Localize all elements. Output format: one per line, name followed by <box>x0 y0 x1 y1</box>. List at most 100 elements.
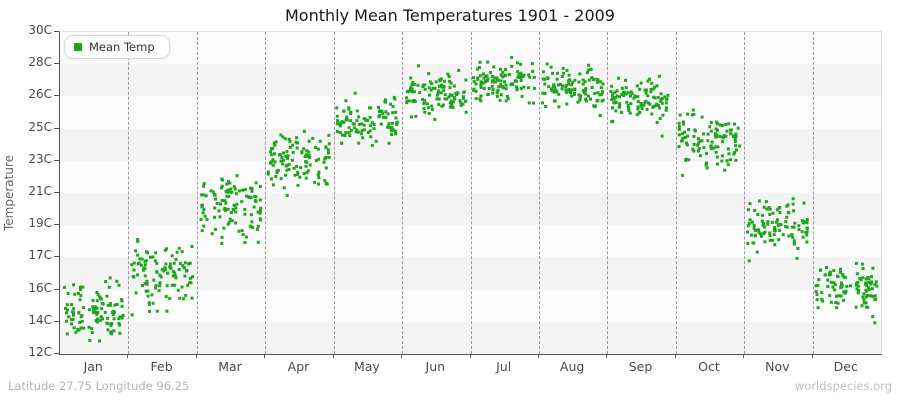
data-point <box>681 173 685 177</box>
data-point <box>273 143 277 147</box>
data-point <box>785 225 789 229</box>
data-point <box>635 113 639 117</box>
data-point <box>805 233 809 237</box>
data-point <box>474 82 478 86</box>
x-tick-mark <box>264 354 265 358</box>
data-point <box>479 83 483 87</box>
data-point <box>653 85 657 89</box>
data-point <box>335 114 339 118</box>
data-point <box>747 222 751 225</box>
data-point <box>378 114 382 118</box>
data-point <box>864 301 868 305</box>
data-point <box>795 256 799 260</box>
data-point <box>693 129 697 133</box>
month-boundary-gridline <box>675 32 677 354</box>
data-point <box>871 266 875 270</box>
data-point <box>820 297 824 301</box>
data-point <box>368 115 372 119</box>
data-point <box>652 95 656 99</box>
data-point <box>723 168 727 172</box>
data-point <box>421 85 425 89</box>
data-point <box>598 114 602 117</box>
data-point <box>308 155 311 159</box>
x-month-label: Feb <box>150 359 173 374</box>
data-point <box>790 225 794 229</box>
data-point <box>612 101 616 105</box>
data-point <box>225 194 229 198</box>
data-point <box>100 301 104 305</box>
data-point <box>586 94 590 98</box>
data-point <box>118 323 122 327</box>
data-point <box>562 71 566 75</box>
data-point <box>111 313 115 316</box>
data-point <box>283 137 287 141</box>
data-point <box>188 261 192 265</box>
data-point <box>439 91 443 95</box>
data-point <box>630 92 634 96</box>
data-point <box>228 181 232 185</box>
data-point <box>147 301 151 305</box>
data-point <box>79 326 83 330</box>
data-point <box>797 224 801 228</box>
data-point <box>317 182 321 186</box>
data-point <box>543 82 547 86</box>
data-point <box>748 202 752 206</box>
data-point <box>266 170 270 174</box>
data-point <box>772 233 776 237</box>
data-point <box>377 105 380 109</box>
data-point <box>709 129 713 133</box>
data-point <box>287 162 291 166</box>
data-point <box>792 239 796 243</box>
data-point <box>617 76 621 80</box>
data-point <box>256 227 259 231</box>
data-point <box>627 106 631 110</box>
data-point <box>564 85 568 89</box>
data-point <box>405 101 409 105</box>
data-point <box>527 101 531 105</box>
data-point <box>728 128 732 132</box>
legend[interactable]: Mean Temp <box>64 35 170 59</box>
data-point <box>771 211 775 215</box>
data-point <box>589 97 592 101</box>
data-point <box>610 98 614 101</box>
data-point <box>305 171 309 175</box>
month-boundary-gridline <box>812 32 814 354</box>
data-point <box>150 293 154 297</box>
data-point <box>867 281 871 284</box>
data-point <box>839 294 843 298</box>
data-point <box>296 172 300 176</box>
data-point <box>871 294 875 298</box>
data-point <box>504 83 508 87</box>
data-point <box>854 261 858 265</box>
data-point <box>389 102 392 106</box>
data-point <box>117 283 121 287</box>
data-point <box>160 268 164 272</box>
data-point <box>576 100 580 104</box>
data-point <box>227 194 231 198</box>
data-point <box>227 190 231 194</box>
data-point <box>77 328 81 332</box>
data-point <box>115 302 119 306</box>
data-point <box>636 100 640 104</box>
data-point <box>755 250 759 254</box>
data-point <box>773 243 777 247</box>
data-point <box>386 112 390 116</box>
data-point <box>510 64 514 68</box>
data-point <box>823 273 827 277</box>
data-point <box>442 85 446 89</box>
data-point <box>495 94 499 98</box>
x-tick-mark <box>538 354 539 358</box>
data-point <box>347 107 351 111</box>
data-point <box>499 93 503 97</box>
data-point <box>867 286 871 290</box>
x-tick-mark <box>401 354 402 358</box>
data-point <box>747 259 751 263</box>
data-point <box>494 80 498 84</box>
data-point <box>120 316 124 320</box>
data-point <box>691 108 695 112</box>
data-point <box>564 88 568 92</box>
data-point <box>369 135 373 139</box>
data-point <box>453 97 457 101</box>
data-point <box>753 228 757 232</box>
data-point <box>582 91 586 95</box>
